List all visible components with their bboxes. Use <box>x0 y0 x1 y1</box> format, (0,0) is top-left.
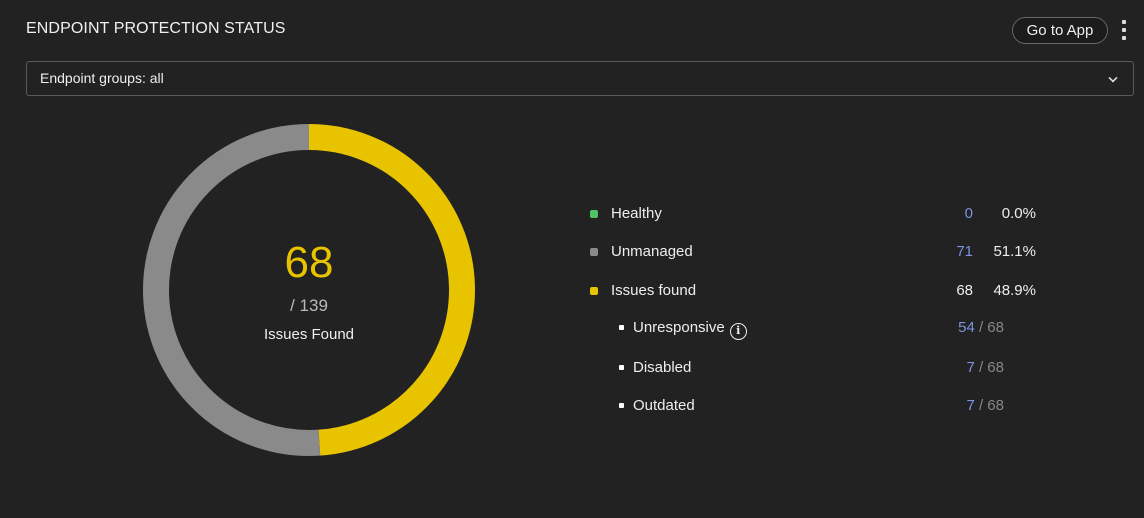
info-icon[interactable]: i <box>729 323 747 340</box>
bullet-icon <box>619 365 624 370</box>
endpoint-groups-dropdown[interactable]: Endpoint groups: all <box>26 61 1134 96</box>
donut-chart <box>143 124 475 456</box>
legend-label: Issues found <box>611 282 697 299</box>
legend-percent: 0.0% <box>1001 205 1036 222</box>
legend-label: Healthy <box>611 205 662 222</box>
issues-count: 68 <box>284 238 334 287</box>
legend-row-unmanaged[interactable]: Unmanaged 71 51.1% <box>590 242 1050 262</box>
healthy-dot-icon <box>590 210 598 218</box>
legend-count: 68 <box>956 282 973 299</box>
legend-count[interactable]: 0 <box>964 205 973 222</box>
widget-title: ENDPOINT PROTECTION STATUS <box>26 20 286 37</box>
issue-label: Disabled <box>633 359 692 376</box>
donut-slice-issues-found[interactable] <box>308 124 475 456</box>
issue-row-outdated[interactable]: Outdated 7 / 68 <box>590 396 1050 416</box>
legend-percent: 51.1% <box>993 243 1036 260</box>
unmanaged-dot-icon <box>590 248 598 256</box>
issue-total: / 68 <box>978 397 1004 414</box>
issue-row-disabled[interactable]: Disabled 7 / 68 <box>590 358 1050 378</box>
chevron-down-icon <box>1108 73 1118 83</box>
center-label: Issues Found <box>263 326 355 343</box>
legend-row-issues[interactable]: Issues found 68 48.9% <box>590 281 1050 301</box>
issue-total: / 68 <box>978 319 1004 336</box>
issue-total: / 68 <box>978 359 1004 376</box>
issue-count[interactable]: 54 <box>958 319 975 336</box>
total-count: / 139 <box>290 296 328 315</box>
go-to-app-button[interactable]: Go to App <box>1012 17 1108 44</box>
bullet-icon <box>619 403 624 408</box>
bullet-icon <box>619 325 624 330</box>
legend-label: Unmanaged <box>611 243 693 260</box>
issue-count[interactable]: 7 <box>966 397 975 414</box>
donut-slice-unmanaged[interactable] <box>143 124 321 456</box>
legend-row-healthy[interactable]: Healthy 0 0.0% <box>590 204 1050 224</box>
legend-count[interactable]: 71 <box>956 243 973 260</box>
issues-dot-icon <box>590 287 598 295</box>
more-options-icon[interactable] <box>1119 20 1129 40</box>
issue-label: Unresponsive <box>633 319 725 336</box>
issue-row-unresponsive[interactable]: Unresponsive i 54 / 68 <box>590 318 1050 340</box>
legend-percent: 48.9% <box>993 282 1036 299</box>
issue-count[interactable]: 7 <box>966 359 975 376</box>
issue-label: Outdated <box>633 397 695 414</box>
endpoint-groups-value: Endpoint groups: all <box>40 70 164 86</box>
